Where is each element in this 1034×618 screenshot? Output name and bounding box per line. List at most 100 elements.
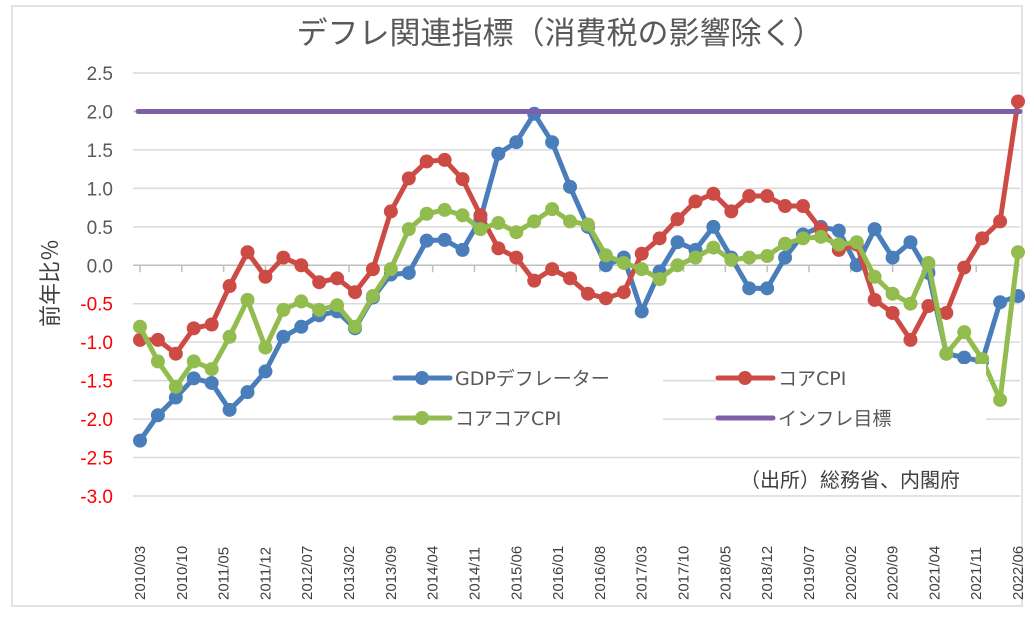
y-tick-label: 1.5 (87, 141, 113, 162)
legend-marker (415, 371, 429, 385)
data-point (258, 364, 273, 379)
data-point (724, 252, 739, 267)
data-point (993, 214, 1008, 229)
data-point (1011, 94, 1025, 109)
data-point (222, 279, 237, 294)
data-point (652, 231, 667, 246)
data-point (168, 390, 183, 405)
data-point (455, 242, 470, 257)
data-point (742, 189, 757, 204)
y-tick-label: -3.0 (80, 487, 113, 508)
data-point (204, 317, 219, 332)
data-point (993, 392, 1008, 407)
x-tick-label: 2015/06 (508, 546, 525, 600)
data-point (509, 225, 524, 240)
data-point (724, 204, 739, 219)
data-point (885, 305, 900, 320)
data-point (312, 275, 327, 290)
data-point (616, 255, 631, 270)
legend-label: コアCPI (778, 368, 846, 390)
data-point (204, 375, 219, 390)
data-point (563, 214, 578, 229)
chart-border (11, 5, 1023, 607)
data-point (957, 260, 972, 275)
data-point (419, 154, 434, 169)
data-point (222, 329, 237, 344)
y-tick-label: 1.0 (87, 179, 113, 200)
data-point (795, 231, 810, 246)
data-point (795, 199, 810, 214)
data-point (294, 294, 309, 309)
x-tick-label: 2021/11 (968, 547, 985, 600)
data-point (491, 146, 506, 161)
data-point (150, 354, 165, 369)
data-point (401, 222, 416, 237)
data-point (312, 302, 327, 317)
data-point (133, 319, 147, 334)
data-point (778, 236, 793, 251)
x-tick-label: 2018/05 (717, 546, 734, 600)
data-point (437, 152, 452, 167)
data-point (849, 235, 864, 250)
data-point (204, 362, 219, 377)
x-tick-label: 2013/02 (341, 546, 358, 600)
data-point (939, 305, 954, 320)
data-point (383, 204, 398, 219)
data-point (563, 179, 578, 194)
data-point (688, 250, 703, 265)
data-point (903, 296, 918, 311)
x-tick-label: 2013/09 (383, 546, 400, 600)
y-tick-label: 2.0 (87, 102, 113, 123)
data-point (580, 217, 595, 232)
data-point (401, 171, 416, 186)
data-point (240, 385, 255, 400)
data-point (760, 249, 775, 264)
data-point (670, 235, 685, 250)
data-point (437, 232, 452, 247)
data-point (240, 292, 255, 307)
y-tick-label: -1.5 (80, 372, 113, 393)
data-point (993, 295, 1008, 310)
data-point (527, 214, 542, 229)
data-point (186, 321, 201, 336)
data-point (527, 273, 542, 288)
data-point (222, 402, 237, 417)
data-point (760, 189, 775, 204)
data-point (957, 350, 972, 365)
data-point (652, 272, 667, 287)
data-point (455, 172, 470, 187)
data-point (330, 271, 345, 286)
series-0 (133, 106, 1025, 448)
data-point (276, 302, 291, 317)
data-point (867, 269, 882, 284)
data-point (419, 233, 434, 248)
data-point (903, 332, 918, 347)
data-point (437, 202, 452, 217)
y-tick-label: 0.5 (87, 218, 113, 239)
data-point (276, 250, 291, 265)
data-point (133, 433, 147, 448)
data-point (168, 346, 183, 361)
data-point (742, 281, 757, 296)
data-point (473, 208, 488, 223)
x-tick-label: 2019/07 (801, 546, 818, 600)
data-point (294, 319, 309, 334)
y-tick-label: -0.5 (80, 295, 113, 316)
legend-marker (415, 411, 429, 425)
data-point (867, 292, 882, 307)
x-tick-label: 2010/03 (132, 546, 149, 600)
data-point (563, 271, 578, 286)
data-point (401, 265, 416, 280)
data-point (634, 246, 649, 261)
data-point (670, 258, 685, 273)
data-point (706, 186, 721, 201)
y-tick-label: 2.5 (87, 64, 113, 85)
data-point (634, 262, 649, 277)
y-tick-label: -1.0 (80, 333, 113, 354)
data-point (1011, 245, 1025, 260)
series-2 (133, 202, 1025, 407)
data-point (509, 135, 524, 150)
y-axis-label: 前年比％ (39, 239, 64, 327)
data-point (348, 285, 363, 300)
